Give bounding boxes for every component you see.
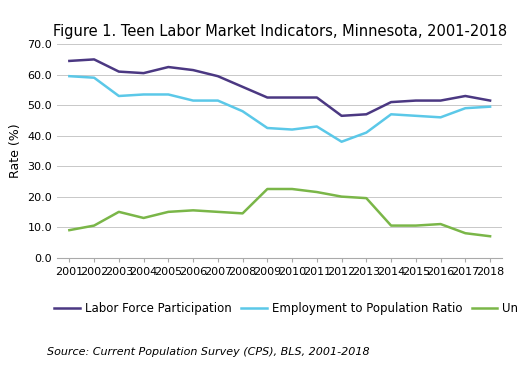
Employment to Population Ratio bbox=[363, 130, 369, 135]
Labor Force Participation bbox=[289, 95, 295, 100]
Unemployment Rate bbox=[438, 222, 444, 226]
Labor Force Participation bbox=[140, 71, 147, 75]
Line: Employment to Population Ratio: Employment to Population Ratio bbox=[69, 76, 490, 142]
Employment to Population Ratio bbox=[91, 75, 97, 80]
Employment to Population Ratio bbox=[413, 114, 419, 118]
Employment to Population Ratio bbox=[264, 126, 270, 130]
Labor Force Participation bbox=[91, 57, 97, 61]
Title: Figure 1. Teen Labor Market Indicators, Minnesota, 2001-2018: Figure 1. Teen Labor Market Indicators, … bbox=[53, 24, 507, 39]
Labor Force Participation bbox=[116, 70, 122, 74]
Legend: Labor Force Participation, Employment to Population Ratio, Unemployment Rate: Labor Force Participation, Employment to… bbox=[54, 302, 518, 315]
Unemployment Rate bbox=[264, 187, 270, 191]
Employment to Population Ratio bbox=[487, 105, 493, 109]
Labor Force Participation bbox=[462, 94, 468, 98]
Unemployment Rate bbox=[487, 234, 493, 238]
Labor Force Participation bbox=[215, 74, 221, 78]
Employment to Population Ratio bbox=[438, 115, 444, 120]
Unemployment Rate bbox=[363, 196, 369, 200]
Unemployment Rate bbox=[388, 223, 394, 228]
Unemployment Rate bbox=[91, 223, 97, 228]
Employment to Population Ratio bbox=[388, 112, 394, 117]
Employment to Population Ratio bbox=[215, 98, 221, 103]
Employment to Population Ratio bbox=[314, 124, 320, 129]
Labor Force Participation bbox=[314, 95, 320, 100]
Line: Labor Force Participation: Labor Force Participation bbox=[69, 59, 490, 116]
Labor Force Participation bbox=[363, 112, 369, 117]
Employment to Population Ratio bbox=[140, 92, 147, 97]
Unemployment Rate bbox=[338, 194, 344, 199]
Unemployment Rate bbox=[462, 231, 468, 236]
Employment to Population Ratio bbox=[289, 127, 295, 132]
Employment to Population Ratio bbox=[116, 94, 122, 98]
Employment to Population Ratio bbox=[165, 92, 171, 97]
Unemployment Rate bbox=[215, 210, 221, 214]
Unemployment Rate bbox=[66, 228, 73, 232]
Unemployment Rate bbox=[140, 216, 147, 220]
Unemployment Rate bbox=[289, 187, 295, 191]
Employment to Population Ratio bbox=[338, 139, 344, 144]
Unemployment Rate bbox=[116, 210, 122, 214]
Labor Force Participation bbox=[239, 85, 246, 89]
Labor Force Participation bbox=[338, 114, 344, 118]
Labor Force Participation bbox=[487, 98, 493, 103]
Labor Force Participation bbox=[264, 95, 270, 100]
Text: Source: Current Population Survey (CPS), BLS, 2001-2018: Source: Current Population Survey (CPS),… bbox=[47, 347, 369, 357]
Unemployment Rate bbox=[314, 190, 320, 194]
Employment to Population Ratio bbox=[66, 74, 73, 78]
Employment to Population Ratio bbox=[462, 106, 468, 110]
Unemployment Rate bbox=[413, 223, 419, 228]
Labor Force Participation bbox=[413, 98, 419, 103]
Employment to Population Ratio bbox=[190, 98, 196, 103]
Y-axis label: Rate (%): Rate (%) bbox=[9, 124, 22, 178]
Labor Force Participation bbox=[438, 98, 444, 103]
Unemployment Rate bbox=[190, 208, 196, 213]
Unemployment Rate bbox=[165, 210, 171, 214]
Unemployment Rate bbox=[239, 211, 246, 216]
Labor Force Participation bbox=[66, 59, 73, 63]
Line: Unemployment Rate: Unemployment Rate bbox=[69, 189, 490, 236]
Employment to Population Ratio bbox=[239, 109, 246, 113]
Labor Force Participation bbox=[388, 100, 394, 104]
Labor Force Participation bbox=[165, 65, 171, 69]
Labor Force Participation bbox=[190, 68, 196, 72]
